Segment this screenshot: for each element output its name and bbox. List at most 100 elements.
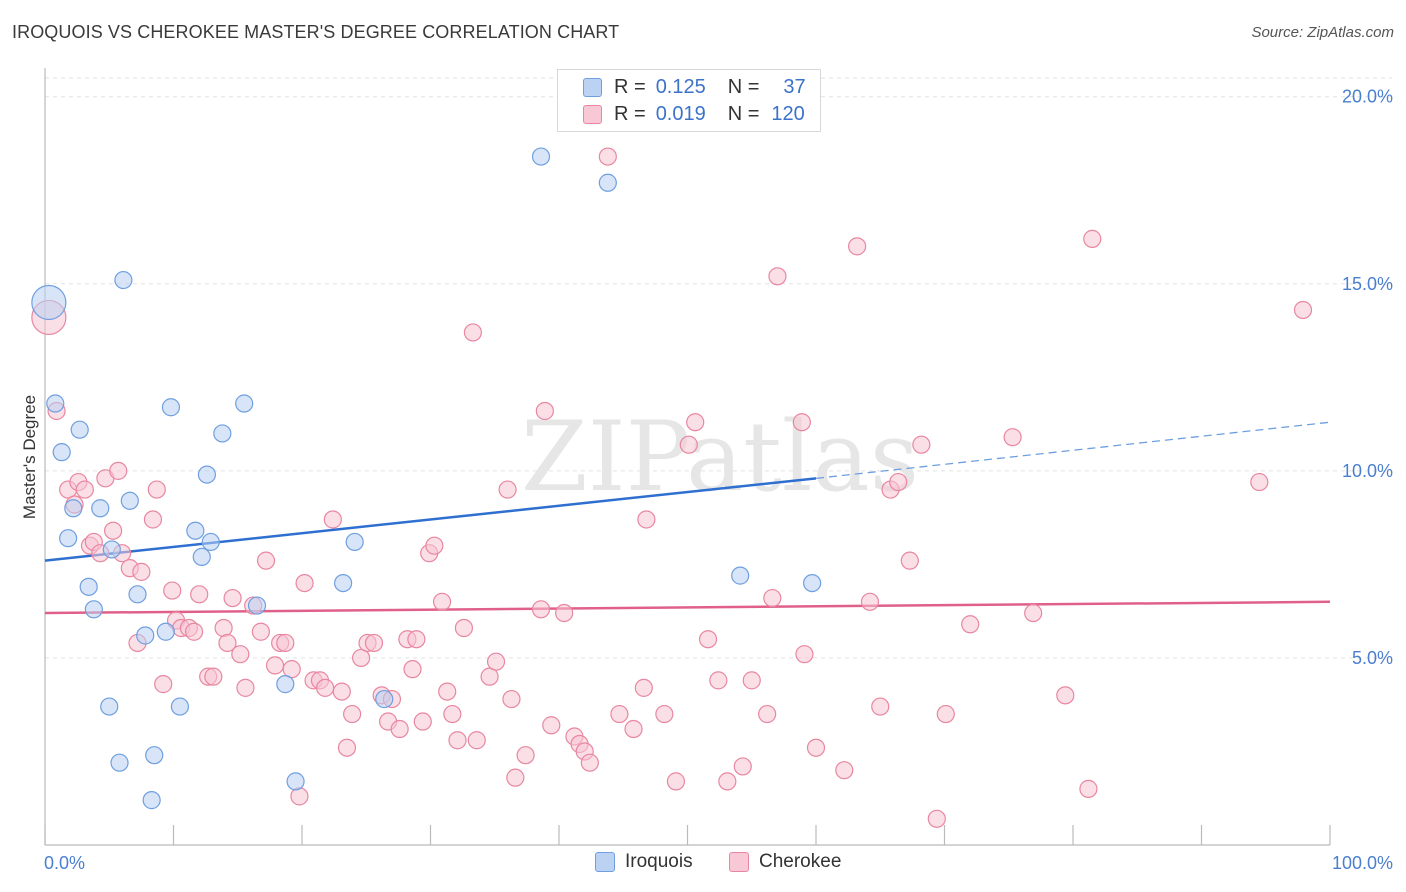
point-cherokee (912, 435, 931, 454)
y-tick-label: 5.0% (1352, 648, 1393, 668)
point-cherokee (1056, 686, 1075, 705)
point-cherokee (709, 671, 728, 690)
point-iroquois (52, 443, 71, 462)
point-iroquois (235, 394, 254, 413)
point-cherokee (1250, 472, 1269, 492)
data-points (31, 147, 1313, 828)
point-iroquois (128, 585, 147, 604)
source-label: Source: ZipAtlas.com (1251, 24, 1394, 41)
legend-label-cherokee: Cherokee (759, 851, 842, 872)
series-legend: Iroquois Cherokee (0, 851, 1406, 879)
point-cherokee (686, 413, 705, 432)
point-cherokee (502, 689, 521, 709)
y-tick-label: 20.0% (1342, 87, 1393, 107)
point-cherokee (480, 667, 499, 686)
legend-swatch-cherokee (729, 852, 749, 872)
point-cherokee (634, 678, 653, 697)
y-tick-label: 15.0% (1342, 274, 1393, 294)
point-cherokee (223, 588, 242, 608)
point-cherokee (323, 510, 342, 529)
point-iroquois (70, 420, 89, 439)
point-cherokee (795, 645, 814, 664)
x-tick-label-min: 0.0% (44, 853, 85, 873)
point-cherokee (467, 731, 486, 750)
legend-r-value: 0.125 (655, 75, 706, 98)
point-cherokee (624, 719, 643, 739)
point-iroquois (142, 791, 161, 810)
point-cherokee (154, 675, 173, 694)
point-iroquois (286, 772, 305, 791)
point-cherokee (742, 671, 761, 690)
legend-n-label: N = (727, 102, 760, 125)
trend-line-iroquois (44, 477, 817, 562)
point-cherokee (352, 648, 371, 668)
point-cherokee (542, 716, 561, 735)
point-cherokee (927, 809, 946, 828)
point-cherokee (463, 323, 483, 342)
point-cherokee (413, 712, 432, 731)
point-cherokee (332, 682, 351, 701)
gridlines (45, 77, 1392, 659)
point-cherokee (214, 618, 233, 638)
point-cherokee (835, 761, 854, 780)
point-iroquois (84, 600, 103, 619)
legend-swatch-cherokee (583, 104, 602, 124)
y-tick-label: 10.0% (1342, 461, 1393, 481)
point-cherokee (236, 678, 255, 697)
point-iroquois (59, 529, 78, 548)
chart-title: IROQUOIS VS CHEROKEE MASTER'S DEGREE COR… (12, 22, 620, 42)
point-cherokee (218, 633, 237, 653)
point-cherokee (698, 630, 718, 649)
point-cherokee (848, 237, 867, 256)
point-cherokee (1024, 603, 1043, 623)
point-iroquois (197, 465, 217, 484)
point-cherokee (132, 562, 151, 581)
point-iroquois (192, 547, 211, 567)
point-cherokee (961, 615, 980, 634)
point-iroquois (345, 532, 364, 552)
point-iroquois (186, 521, 205, 540)
legend-swatch-iroquois (583, 77, 602, 97)
point-iroquois (31, 284, 67, 321)
legend-item-iroquois: Iroquois (595, 851, 693, 873)
point-iroquois (247, 596, 267, 615)
point-iroquois (201, 532, 220, 552)
legend-n-label: N = (727, 75, 760, 98)
point-cherokee (443, 704, 462, 724)
point-cherokee (276, 633, 295, 653)
point-cherokee (407, 630, 426, 649)
point-iroquois (145, 746, 164, 765)
point-iroquois (46, 394, 65, 413)
point-cherokee (598, 147, 617, 166)
point-cherokee (535, 401, 554, 421)
point-cherokee (104, 521, 123, 540)
point-cherokee (143, 510, 163, 529)
point-cherokee (438, 682, 457, 701)
point-cherokee (1079, 779, 1098, 798)
tick-labels: 5.0% 10.0% 15.0% 20.0% 0.0% 100.0% (44, 87, 1393, 873)
point-iroquois (156, 622, 175, 641)
point-iroquois (276, 675, 295, 694)
point-cherokee (454, 618, 474, 638)
point-iroquois (334, 573, 353, 593)
point-cherokee (265, 656, 285, 675)
point-cherokee (290, 787, 309, 806)
point-iroquois (731, 566, 750, 585)
axes (44, 68, 1331, 846)
point-cherokee (343, 704, 362, 724)
point-cherokee (679, 435, 698, 454)
point-cherokee (295, 573, 314, 593)
point-cherokee (860, 592, 880, 611)
legend-r-value: 0.019 (655, 102, 706, 125)
legend-swatch-iroquois (595, 852, 615, 872)
point-iroquois (64, 499, 83, 518)
legend-row-iroquois: R = 0.125 N = 37 (583, 75, 806, 99)
point-cherokee (204, 667, 223, 686)
point-cherokee (337, 738, 357, 757)
point-cherokee (555, 603, 574, 623)
point-cherokee (390, 719, 409, 739)
legend-r-label: R = (614, 102, 646, 125)
watermark: ZIPatlas (521, 401, 919, 513)
legend-r-label: R = (614, 75, 646, 98)
